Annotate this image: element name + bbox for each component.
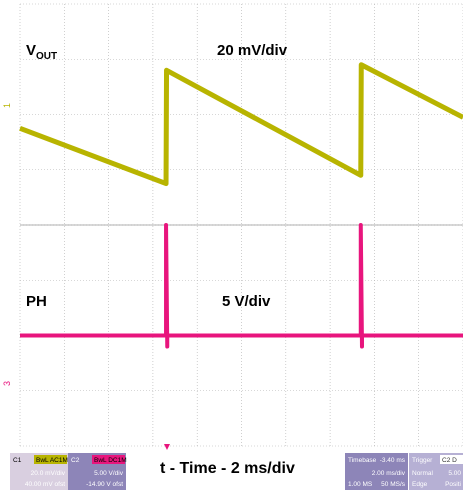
timebase-rate: 50 MS/s bbox=[381, 481, 406, 488]
ph-series-line bbox=[20, 223, 463, 349]
c1-tag: C1 bbox=[13, 457, 22, 464]
ph-trace bbox=[20, 223, 463, 349]
channel-3-marker: 3 bbox=[2, 381, 12, 386]
trigger-level: 5.00 bbox=[448, 470, 461, 477]
timebase-label: Timebase bbox=[348, 457, 377, 464]
c1-offset: 40.00 mV ofst bbox=[25, 481, 65, 488]
vout-trace bbox=[19, 62, 463, 187]
channel-1-marker: 1 bbox=[2, 103, 12, 108]
info-c2: C2 BwL DC1M 5.00 V/div -14.90 V ofst bbox=[68, 453, 127, 490]
trigger-type: Edge bbox=[412, 481, 428, 488]
ph-scale-label: 5 V/div bbox=[222, 293, 271, 310]
c2-badge: BwL DC1M bbox=[94, 457, 127, 464]
c2-vdiv: 5.00 V/div bbox=[94, 470, 124, 477]
grid bbox=[19, 3, 463, 447]
info-c1: C1 BwL AC1M 20.0 mV/div 40.00 mV ofst bbox=[10, 453, 68, 490]
trigger-mode: Normal bbox=[412, 470, 434, 477]
timebase-value: -3.40 ms bbox=[380, 457, 406, 464]
timebase-tdiv: 2.00 ms/div bbox=[372, 470, 406, 477]
trigger-badge: C2 D bbox=[442, 457, 457, 464]
vout-series-line bbox=[19, 62, 463, 187]
trigger-position-marker bbox=[164, 444, 170, 450]
info-timebase: Timebase -3.40 ms 2.00 ms/div 1.00 MS 50… bbox=[345, 453, 408, 490]
ph-label: PH bbox=[26, 293, 47, 310]
vout-scale-label: 20 mV/div bbox=[217, 42, 288, 59]
timebase-samples: 1.00 MS bbox=[348, 481, 373, 488]
c1-badge: BwL AC1M bbox=[36, 457, 68, 464]
info-trigger: Trigger C2 D Normal 5.00 Edge Positi bbox=[409, 453, 463, 490]
c1-vdiv: 20.0 mV/div bbox=[31, 470, 66, 477]
vout-label: VOUT bbox=[26, 42, 57, 62]
c2-offset: -14.90 V ofst bbox=[86, 481, 123, 488]
x-axis-label: t - Time - 2 ms/div bbox=[160, 460, 295, 477]
trigger-label: Trigger bbox=[412, 457, 433, 464]
trigger-slope: Positi bbox=[445, 481, 461, 488]
c2-tag: C2 bbox=[71, 457, 80, 464]
